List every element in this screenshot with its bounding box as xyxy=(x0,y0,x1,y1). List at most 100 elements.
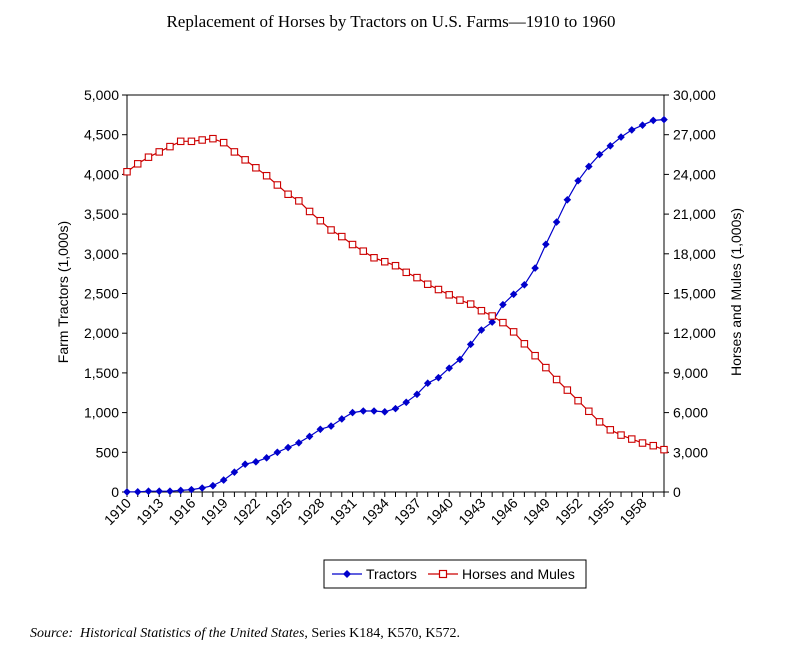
right-y-axis: 0 3,000 6,000 9,000 12,000 15,000 18,000 21,000… xyxy=(664,87,716,500)
data-point-horses-and-mules xyxy=(262,171,271,180)
data-point-tractors xyxy=(133,488,142,496)
data-point-horses-and-mules xyxy=(381,257,389,266)
data-point-horses-and-mules xyxy=(499,318,507,327)
data-point-horses-and-mules xyxy=(123,168,131,176)
data-point-tractors xyxy=(499,300,507,309)
data-point-horses-and-mules xyxy=(144,153,153,161)
data-point-tractors xyxy=(284,443,292,452)
data-point-tractors xyxy=(434,373,443,382)
right-y-tick-label: 18,000 xyxy=(673,246,716,262)
data-point-horses-and-mules xyxy=(133,160,142,168)
left-y-tick-label: 1,500 xyxy=(84,365,119,381)
right-y-tick-label: 12,000 xyxy=(673,325,716,341)
x-tick-label: 1955 xyxy=(584,495,617,528)
data-point-tractors xyxy=(574,176,582,185)
series-horses-and-mules-line xyxy=(126,138,665,451)
chart: Replacement of Horses by Tractors on U.S… xyxy=(55,12,744,589)
right-y-axis-label: Horses and Mules (1,000s) xyxy=(728,208,744,376)
x-tick-label: 1958 xyxy=(616,495,649,528)
data-point-tractors xyxy=(520,280,529,289)
left-y-tick-label: 5,000 xyxy=(84,87,119,103)
right-y-tick-label: 15,000 xyxy=(673,286,716,302)
x-tick-label: 1943 xyxy=(455,495,488,528)
data-point-horses-and-mules xyxy=(617,431,625,439)
data-point-horses-and-mules xyxy=(477,306,486,315)
x-tick-label: 1919 xyxy=(197,495,230,528)
left-y-axis-label: Farm Tractors (1,000s) xyxy=(55,221,71,363)
data-point-horses-and-mules xyxy=(445,291,453,299)
x-tick-label: 1952 xyxy=(552,495,585,528)
data-point-tractors xyxy=(209,481,217,490)
data-point-tractors xyxy=(198,484,206,492)
x-tick-label: 1910 xyxy=(101,495,134,528)
data-point-tractors xyxy=(563,196,572,204)
legend-horses-marker xyxy=(438,569,448,579)
data-point-horses-and-mules xyxy=(209,134,217,143)
left-y-tick-label: 3,000 xyxy=(84,246,119,262)
data-point-horses-and-mules xyxy=(466,300,475,308)
left-y-tick-label: 500 xyxy=(96,444,120,460)
data-point-tractors xyxy=(155,487,164,496)
x-tick-label: 1937 xyxy=(391,495,424,528)
legend-tractors-label: Tractors xyxy=(366,566,417,582)
data-point-tractors xyxy=(617,133,625,141)
right-y-tick-label: 30,000 xyxy=(673,87,716,103)
data-point-tractors xyxy=(252,458,260,466)
data-point-horses-and-mules xyxy=(585,407,593,416)
x-tick-label: 1928 xyxy=(294,495,327,528)
source-note: Source: Historical Statistics of the Uni… xyxy=(30,626,460,642)
data-point-horses-and-mules xyxy=(241,156,249,164)
x-tick-label: 1916 xyxy=(165,495,198,528)
data-point-tractors xyxy=(509,290,518,299)
data-point-tractors xyxy=(413,390,421,399)
data-point-horses-and-mules xyxy=(391,261,400,270)
data-point-horses-and-mules xyxy=(402,268,410,277)
left-y-tick-label: 4,500 xyxy=(84,127,119,143)
data-point-tractors xyxy=(327,422,335,430)
data-point-tractors xyxy=(219,476,228,484)
data-point-tractors xyxy=(241,460,249,469)
data-point-horses-and-mules xyxy=(563,386,572,394)
data-point-horses-and-mules xyxy=(295,197,303,205)
data-point-horses-and-mules xyxy=(434,285,443,294)
data-point-tractors xyxy=(552,218,561,226)
x-tick-label: 1913 xyxy=(133,495,166,528)
source-prefix: Source: xyxy=(30,626,74,641)
plot-border xyxy=(126,94,665,493)
data-point-tractors xyxy=(166,487,174,496)
right-y-tick-label: 9,000 xyxy=(673,365,708,381)
data-point-tractors xyxy=(649,116,658,125)
data-point-horses-and-mules xyxy=(305,207,314,216)
data-point-horses-and-mules xyxy=(660,445,668,454)
data-point-tractors xyxy=(585,162,593,171)
data-point-horses-and-mules xyxy=(595,418,604,426)
data-point-horses-and-mules xyxy=(542,363,550,372)
x-tick-label: 1940 xyxy=(423,495,456,528)
data-point-tractors xyxy=(402,398,411,407)
data-point-horses-and-mules xyxy=(252,164,260,172)
data-point-horses-and-mules xyxy=(284,190,292,199)
data-point-horses-and-mules xyxy=(628,435,636,443)
series-layer xyxy=(123,115,668,496)
data-point-tractors xyxy=(456,355,464,364)
data-point-tractors xyxy=(273,448,282,457)
data-point-tractors xyxy=(477,326,486,334)
data-point-tractors xyxy=(466,340,475,349)
data-point-tractors xyxy=(606,142,615,150)
data-point-horses-and-mules xyxy=(273,181,282,189)
data-point-tractors xyxy=(295,438,303,447)
data-point-tractors xyxy=(176,486,185,495)
data-point-tractors xyxy=(187,485,196,494)
data-point-horses-and-mules xyxy=(423,280,432,288)
data-point-tractors xyxy=(123,488,131,496)
x-tick-label: 1949 xyxy=(520,495,553,528)
data-point-horses-and-mules xyxy=(413,273,421,282)
left-y-tick-label: 3,500 xyxy=(84,206,119,222)
data-point-tractors xyxy=(423,379,432,388)
data-point-tractors xyxy=(338,415,346,423)
data-point-tractors xyxy=(230,468,239,476)
data-point-tractors xyxy=(595,150,604,159)
left-y-tick-label: 1,000 xyxy=(84,405,119,421)
source-suffix: , Series K184, K570, K572. xyxy=(304,626,460,641)
data-point-horses-and-mules xyxy=(348,240,357,249)
